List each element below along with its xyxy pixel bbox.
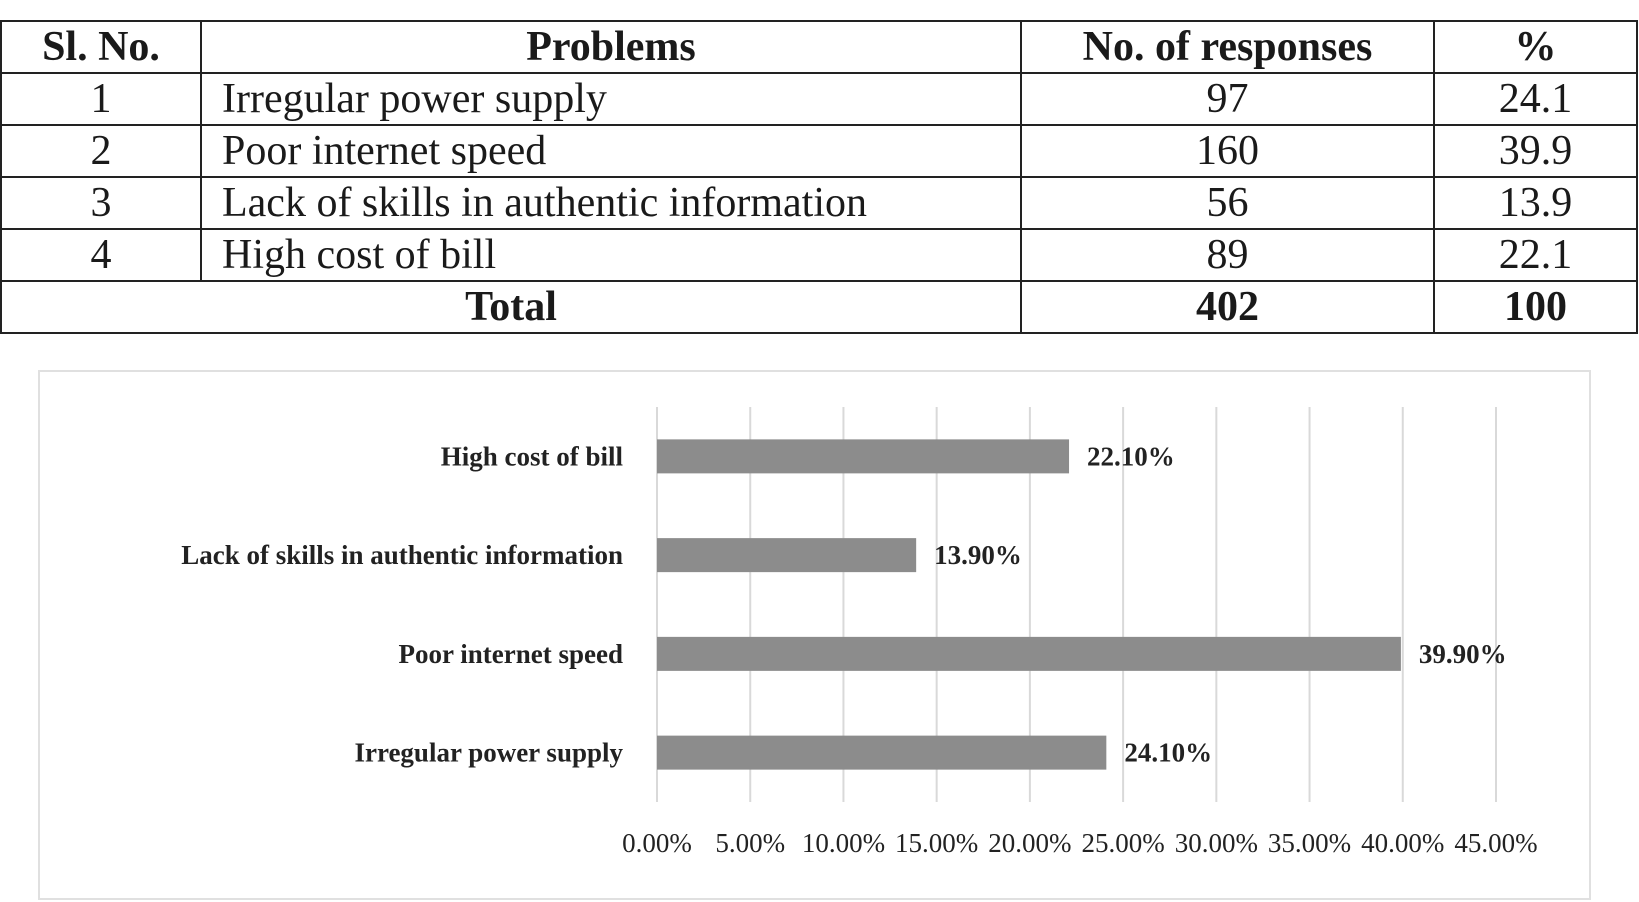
data-label: 22.10% (1087, 441, 1175, 471)
table-header-row: Sl. No. Problems No. of responses % (0, 20, 1638, 74)
data-label: 39.90% (1419, 639, 1507, 669)
category-label: Lack of skills in authentic information (181, 540, 623, 570)
x-tick-label: 45.00% (1454, 828, 1537, 858)
x-tick-label: 0.00% (622, 828, 692, 858)
category-label: High cost of bill (441, 441, 624, 471)
x-tick-label: 10.00% (802, 828, 885, 858)
x-tick-label: 20.00% (988, 828, 1071, 858)
x-tick-label: 25.00% (1081, 828, 1164, 858)
table-row: 2 Poor internet speed 160 39.9 (0, 124, 1638, 178)
data-label: 13.90% (934, 540, 1022, 570)
x-tick-label: 35.00% (1268, 828, 1351, 858)
table-row: 3 Lack of skills in authentic informatio… (0, 176, 1638, 230)
responses-table: Sl. No. Problems No. of responses % 1 Ir… (0, 20, 1638, 334)
bar-chart: 0.00% 5.00% 10.00% 15.00% 20.00% 25.00% 30.00%… (181, 407, 1538, 858)
header-problems: Problems (200, 20, 1022, 74)
table-total-row: Total 402 100 (0, 280, 1638, 334)
cell-problem: Irregular power supply (200, 72, 1022, 126)
chart-frame: 0.00% 5.00% 10.00% 15.00% 20.00% 25.00% 30.00%… (38, 370, 1591, 900)
x-tick-label: 15.00% (895, 828, 978, 858)
total-percent: 100 (1433, 280, 1638, 334)
cell-problem: Poor internet speed (200, 124, 1022, 178)
header-sl-no: Sl. No. (0, 20, 202, 74)
cell-percent: 13.9 (1433, 176, 1638, 230)
cell-responses: 89 (1020, 228, 1435, 282)
category-label: Irregular power supply (354, 738, 623, 768)
bar (657, 735, 1107, 770)
cell-sl-no: 3 (0, 176, 202, 230)
x-tick-label: 40.00% (1361, 828, 1444, 858)
cell-percent: 39.9 (1433, 124, 1638, 178)
bar (657, 538, 917, 573)
header-responses: No. of responses (1020, 20, 1435, 74)
bar (657, 636, 1401, 671)
category-label: Poor internet speed (399, 639, 623, 669)
cell-responses: 160 (1020, 124, 1435, 178)
cell-sl-no: 2 (0, 124, 202, 178)
cell-sl-no: 4 (0, 228, 202, 282)
data-label: 24.10% (1124, 738, 1212, 768)
cell-problem: High cost of bill (200, 228, 1022, 282)
bar (657, 439, 1070, 474)
cell-percent: 22.1 (1433, 228, 1638, 282)
total-responses: 402 (1020, 280, 1435, 334)
x-tick-label: 5.00% (715, 828, 785, 858)
cell-responses: 56 (1020, 176, 1435, 230)
cell-sl-no: 1 (0, 72, 202, 126)
cell-problem: Lack of skills in authentic information (200, 176, 1022, 230)
table-row: 4 High cost of bill 89 22.1 (0, 228, 1638, 282)
header-percent: % (1433, 20, 1638, 74)
cell-responses: 97 (1020, 72, 1435, 126)
table-row: 1 Irregular power supply 97 24.1 (0, 72, 1638, 126)
x-tick-label: 30.00% (1175, 828, 1258, 858)
total-label: Total (0, 280, 1022, 334)
cell-percent: 24.1 (1433, 72, 1638, 126)
